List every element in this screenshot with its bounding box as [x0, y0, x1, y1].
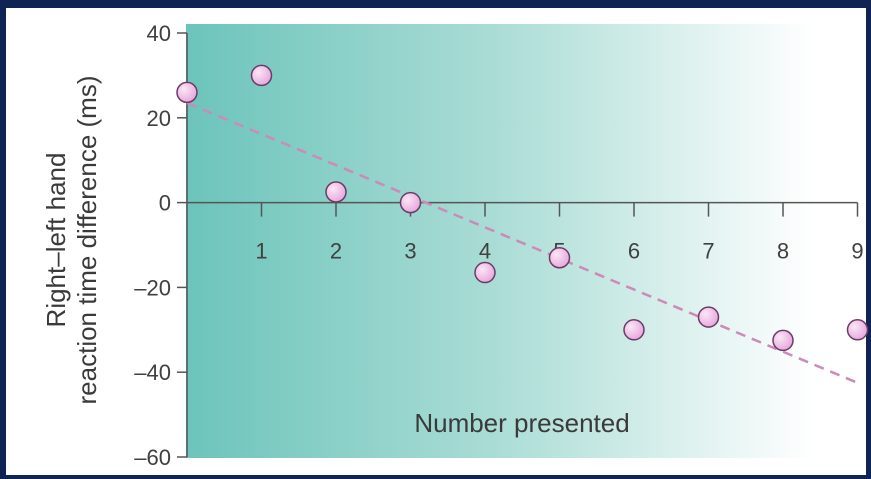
data-point [772, 329, 794, 352]
y-axis-title-line-1: Right–left hand [41, 153, 71, 328]
y-tick-label: –40 [134, 360, 171, 385]
data-point [548, 246, 571, 269]
x-tick-label: 7 [702, 239, 714, 264]
x-tick-label: 1 [255, 239, 267, 264]
y-tick-label: 20 [147, 106, 171, 131]
x-tick-label: 6 [628, 239, 640, 264]
trendline [186, 101, 858, 384]
trendline-group [186, 101, 858, 384]
data-point [176, 81, 198, 104]
data-point [846, 319, 869, 341]
data-point [623, 319, 645, 341]
data-point [250, 64, 273, 87]
y-tick-label: 0 [159, 191, 171, 216]
y-tick-label: –20 [134, 275, 171, 300]
data-point [325, 181, 347, 203]
x-axis-title: Number presented [414, 408, 629, 438]
data-points [176, 64, 869, 352]
x-tick-label: 9 [851, 239, 863, 264]
x-tick-label: 4 [479, 239, 491, 264]
x-tick-label: 2 [330, 239, 342, 264]
axis-labels: Number presented Right–left hand reactio… [41, 76, 630, 438]
data-point [697, 306, 720, 328]
data-point [474, 261, 496, 284]
y-axis-title-line-2: reaction time difference (ms) [72, 76, 102, 405]
plot-background [186, 24, 862, 458]
data-point [399, 191, 422, 214]
y-tick-label: –60 [134, 445, 171, 470]
y-tick-label: 40 [147, 21, 171, 46]
x-tick-label: 3 [404, 239, 416, 264]
x-tick-label: 8 [777, 239, 789, 264]
